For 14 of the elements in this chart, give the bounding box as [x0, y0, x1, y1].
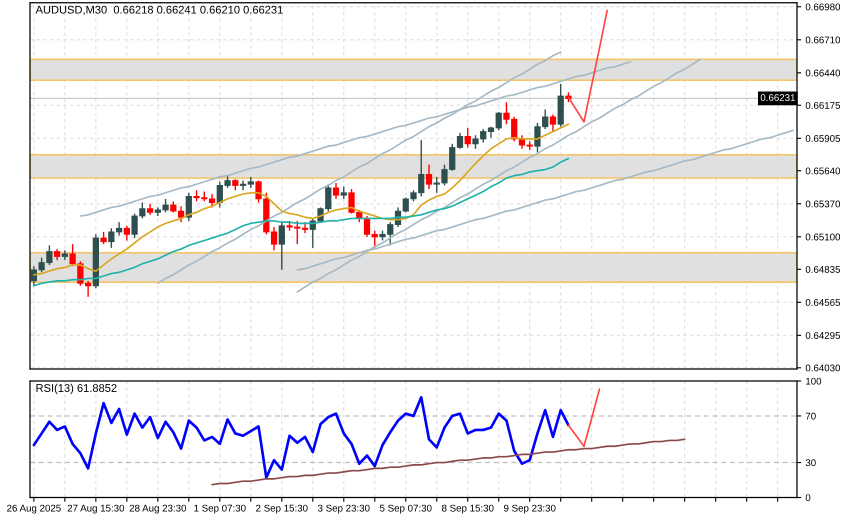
y-tick-label: 70: [806, 412, 816, 420]
x-tick-label: 8 Sep 15:30: [442, 504, 494, 514]
x-tick-label: 28 Aug 23:30: [130, 504, 186, 514]
x-tick-label: 26 Aug 2025: [7, 504, 61, 514]
x-tick-label: 2 Sep 15:30: [256, 504, 308, 514]
x-tick-label: 3 Sep 23:30: [318, 504, 370, 514]
y-tick-label: 30: [806, 459, 816, 466]
y-tick-label: 0: [806, 494, 810, 502]
x-tick-label: 27 Aug 15:30: [68, 504, 124, 514]
x-tick-label: 9 Sep 23:30: [504, 504, 556, 514]
x-tick-label: 1 Sep 07:30: [194, 504, 246, 514]
x-tick-label: 5 Sep 07:30: [380, 504, 432, 514]
y-tick-label: 100: [806, 378, 822, 385]
chart-title: RSI(13) 61.8852: [36, 384, 117, 394]
